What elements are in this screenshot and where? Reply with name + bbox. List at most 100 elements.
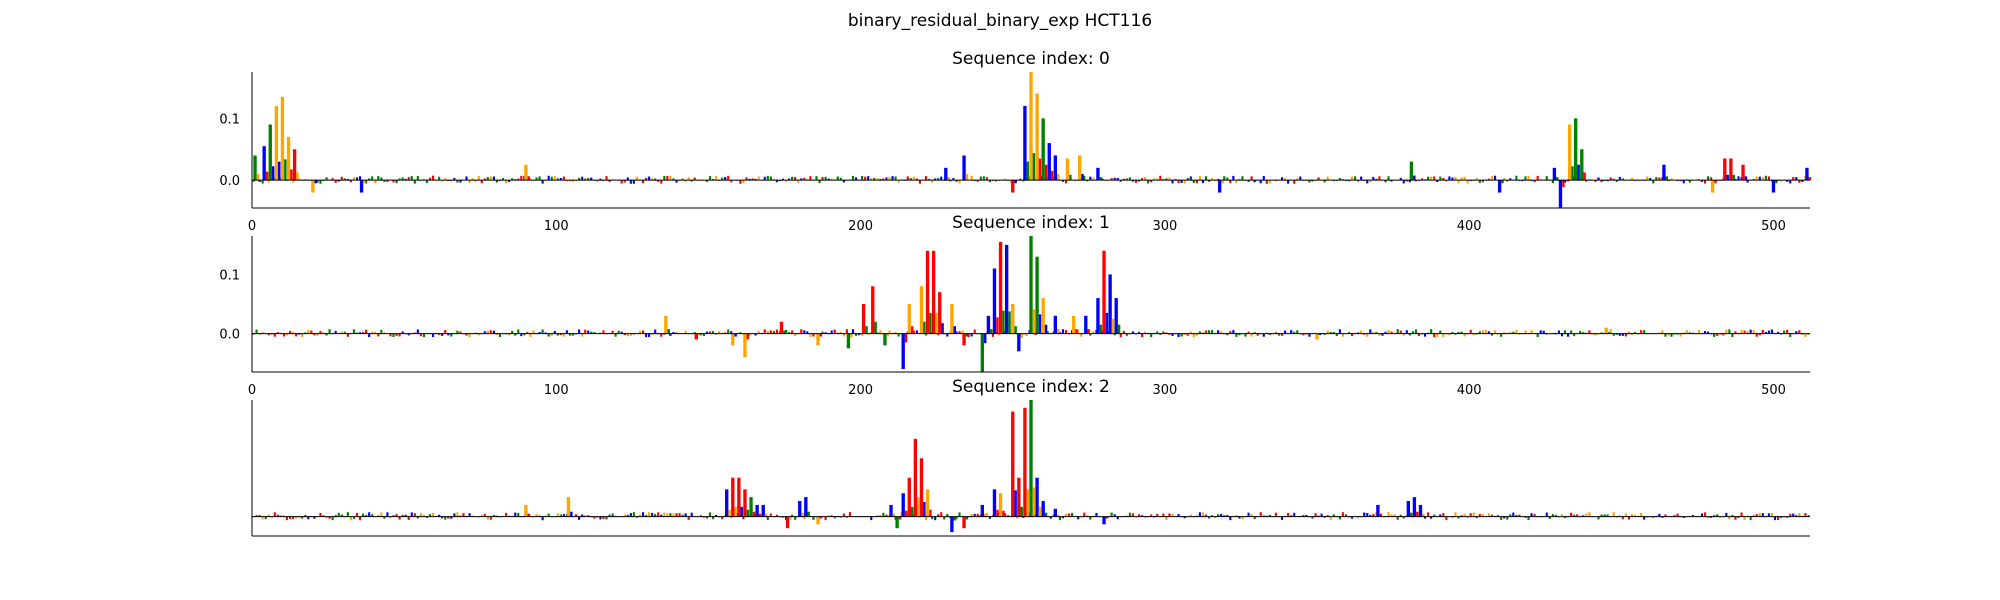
logo-letter-G (419, 513, 422, 517)
logo-letter-A (897, 333, 900, 337)
logo-peak-secondary-A (1775, 180, 1778, 184)
logo-letter-A (1414, 329, 1418, 334)
logo-letter-G (1025, 333, 1028, 336)
logo-letter-C (1201, 180, 1204, 184)
logo-peak-T (694, 333, 698, 340)
logo-letter-G (1685, 329, 1688, 334)
logo-letter-G (1241, 516, 1244, 520)
logo-letter-G (931, 180, 934, 183)
logo-letter-A (1226, 333, 1229, 336)
logo-letter-G (486, 516, 489, 520)
logo-peak-secondary-G (256, 174, 260, 181)
logo-peak-T (1729, 158, 1733, 181)
logo-letter-A (398, 178, 401, 181)
y-tick-label: 0.0 (219, 174, 240, 189)
logo-letter-G (1472, 512, 1475, 517)
logo-letter-C (1487, 331, 1491, 334)
logo-letter-C (1405, 330, 1408, 334)
logo-letter-T (362, 331, 365, 334)
logo-letter-A (766, 175, 769, 181)
logo-peak-secondary-A (1607, 332, 1611, 334)
logo-letter-G (1430, 176, 1433, 181)
logo-peak-secondary-G (1422, 513, 1425, 517)
logo-letter-G (623, 514, 626, 517)
logo-peak-C (1096, 167, 1100, 181)
logo-peak-secondary-A (965, 516, 969, 520)
logo-letter-G (1016, 516, 1019, 519)
logo-letter-A (1223, 176, 1226, 181)
logo-letter-A (1500, 333, 1503, 337)
logo-letter-A (392, 333, 395, 337)
logo-peak-secondary-G (734, 506, 737, 517)
logo-letter-G (431, 513, 435, 517)
logo-letter-G (839, 331, 842, 334)
logo-peak-G (919, 286, 924, 334)
logo-letter-A (1186, 178, 1189, 181)
logo-letter-A (264, 516, 267, 520)
logo-peak-C (761, 504, 765, 517)
logo-letter-A (1247, 180, 1250, 183)
logo-peak-C (725, 489, 729, 517)
logo-letter-A (498, 333, 502, 338)
logo-letter-G (1284, 177, 1287, 181)
logo-letter-T (331, 178, 334, 181)
logo-peak-secondary-A (783, 330, 786, 334)
logo-letter-G (1719, 333, 1722, 335)
logo-letter-A (1241, 176, 1244, 181)
logo-letter-A (343, 178, 346, 181)
logo-peak-G (1065, 158, 1070, 181)
logo-peak-G (524, 164, 528, 181)
logo-letter-C (952, 178, 955, 181)
logo-peak-secondary-G (789, 516, 792, 520)
logo-letter-T (279, 515, 282, 517)
logo-letter-A (1439, 176, 1442, 181)
logo-letter-T (1162, 331, 1165, 334)
logo-letter-C (1287, 180, 1290, 184)
logo-letter-G (1463, 333, 1466, 337)
logo-letter-G (1640, 512, 1643, 517)
logo-letter-T (322, 515, 325, 517)
logo-letter-A (383, 180, 386, 182)
logo-letter-C (1713, 515, 1716, 517)
logo-letter-T (328, 516, 331, 519)
logo-letter-C (1305, 514, 1308, 517)
logo-peak-G (1315, 333, 1319, 340)
logo-letter-T (912, 330, 915, 334)
logo-letter-G (1189, 514, 1192, 517)
logo-letter-T (1256, 333, 1259, 336)
logo-letter-A (1338, 178, 1341, 181)
logo-letter-C (1682, 516, 1685, 518)
logo-letter-C (1116, 516, 1119, 520)
logo-letter-G (1064, 513, 1068, 517)
logo-peak-C (992, 489, 997, 517)
logo-letter-A (1643, 330, 1646, 334)
logo-letter-A (413, 180, 416, 184)
logo-letter-G (468, 180, 471, 184)
logo-letter-T (346, 333, 349, 337)
logo-letter-T (571, 180, 575, 182)
logo-letter-A (931, 516, 934, 520)
logo-letter-C (988, 516, 991, 519)
logo-letter-G (550, 333, 553, 337)
logo-letter-T (660, 180, 663, 184)
logo-letter-G (1004, 178, 1007, 181)
logo-peak-C (1102, 516, 1106, 525)
logo-letter-G (766, 330, 769, 334)
logo-letter-C (578, 516, 581, 520)
logo-letter-C (651, 512, 654, 517)
logo-letter-T (267, 333, 270, 336)
logo-peak-A (1409, 161, 1414, 181)
logo-letter-C (599, 178, 602, 181)
logo-letter-T (1767, 176, 1770, 181)
logo-letter-G (544, 515, 547, 517)
logo-letter-G (298, 516, 301, 518)
logo-letter-C (514, 512, 517, 517)
logo-peak-secondary-C (1744, 176, 1748, 181)
logo-letter-T (1195, 180, 1198, 184)
logo-letter-T (1427, 512, 1430, 517)
logo-letter-A (578, 177, 581, 181)
logo-letter-A (514, 333, 517, 336)
logo-letter-C (1597, 177, 1600, 181)
logo-letter-C (635, 516, 639, 518)
logo-letter-A (727, 329, 730, 334)
